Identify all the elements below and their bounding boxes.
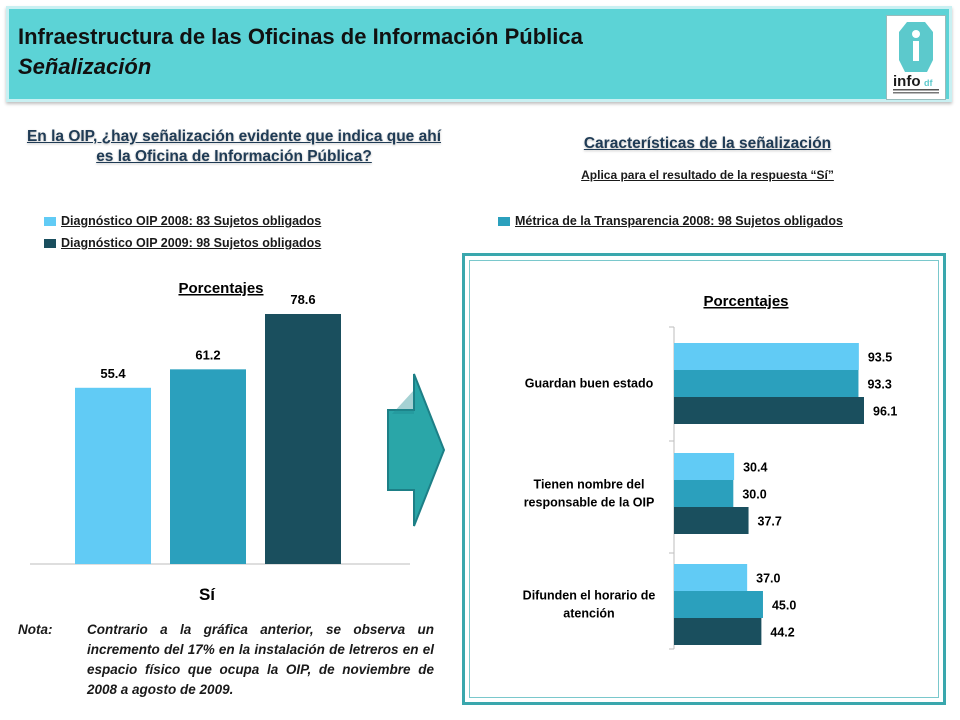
left-bar-value-0: 55.4 [100,366,126,381]
logo-text: info [893,73,921,90]
left-bar-0 [75,387,151,564]
characteristics-heading: Características de la señalización [583,135,832,152]
logo-graphic: info df [893,22,939,94]
right-bar-0-0 [674,343,859,370]
right-category-label-2: Difunden el horario de atención [523,589,656,621]
header-banner [6,6,952,102]
legend-swatch [498,217,510,227]
right-bar-2-0 [674,564,748,591]
left-bar-value-1: 61.2 [195,347,220,362]
right-bar-1-1 [674,480,734,507]
survey-question: En la OIP, ¿hay señalización evidente qu… [26,128,442,165]
left-bar-chart: Porcentajes 55.4 61.2 78.6 Sí [30,280,410,604]
right-bar-value-2-1: 45.0 [772,599,796,613]
legend-item-2008: Diagnóstico OIP 2008: 83 Sujetos obligad… [44,214,321,228]
note-text: Contrario a la gráfica anterior, se obse… [87,622,434,697]
left-chart-title: Porcentajes [178,280,263,297]
right-bar-value-2-0: 37.0 [756,572,780,586]
logo-suffix: df [924,78,933,88]
legend-label: Diagnóstico OIP 2009: 98 Sujetos obligad… [61,236,322,250]
page-subtitle: Señalización [18,54,152,79]
left-bar-value-2: 78.6 [290,292,315,307]
right-category-label-1: Tienen nombre del responsable de la OIP [524,478,655,510]
right-bar-0-1 [674,370,859,397]
legend-swatch [44,217,56,227]
characteristics-subheading: Aplica para el resultado de la respuesta… [581,168,834,182]
right-bar-0-2 [674,397,864,424]
right-bar-value-0-0: 93.5 [868,351,892,365]
page-title: Infraestructura de las Oficinas de Infor… [18,24,583,49]
right-bar-chart: Porcentajes Guardan buen estado 93.5 93.3 96… [523,293,897,650]
right-bar-value-1-0: 30.4 [743,461,767,475]
right-bar-value-0-2: 96.1 [873,405,897,419]
right-bar-value-1-1: 30.0 [742,488,766,502]
left-bar-2 [265,313,341,564]
right-bar-1-0 [674,453,735,480]
left-category-label: Sí [199,585,216,604]
arrow-right-icon [387,373,446,527]
right-bar-1-2 [674,507,749,534]
legend-swatch [44,239,56,249]
legend-label: Diagnóstico OIP 2008: 83 Sujetos obligad… [61,214,322,228]
right-bar-2-1 [674,591,763,618]
left-bar-1 [170,369,246,564]
right-bar-value-0-1: 93.3 [867,378,891,392]
note-label: Nota: [18,622,53,637]
right-bar-2-2 [674,618,762,645]
right-category-label-0: Guardan buen estado [525,377,654,391]
right-chart-title: Porcentajes [703,293,788,310]
legend-item-metrica: Métrica de la Transparencia 2008: 98 Suj… [498,214,843,228]
right-bar-value-1-2: 37.7 [758,515,782,529]
legend-item-2009: Diagnóstico OIP 2009: 98 Sujetos obligad… [44,236,321,250]
infodf-logo: info df [886,15,946,100]
right-bar-value-2-2: 44.2 [770,626,794,640]
legend-label: Métrica de la Transparencia 2008: 98 Suj… [515,214,843,228]
